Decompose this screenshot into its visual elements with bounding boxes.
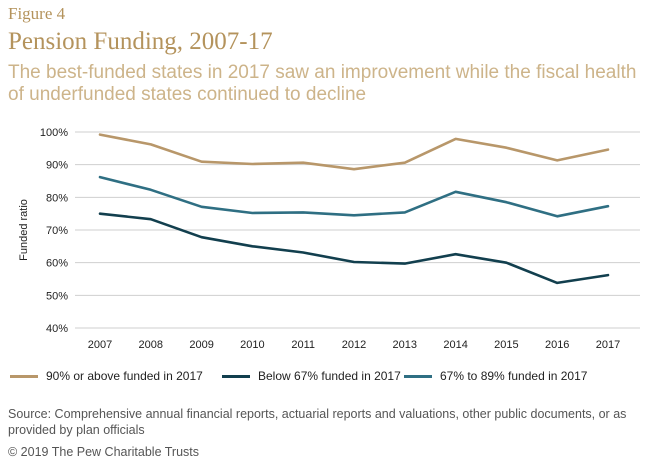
y-axis-label: Funded ratio bbox=[18, 199, 30, 261]
x-tick-label: 2013 bbox=[393, 339, 417, 351]
x-tick-label: 2015 bbox=[494, 339, 518, 351]
chart-title: Pension Funding, 2007-17 bbox=[8, 28, 273, 55]
legend-swatch-series-3 bbox=[404, 374, 432, 378]
x-tick-label: 2014 bbox=[443, 339, 467, 351]
x-tick-label: 2012 bbox=[342, 339, 366, 351]
x-tick-label: 2007 bbox=[88, 339, 112, 351]
y-tick-label: 40% bbox=[46, 323, 68, 335]
legend-item-series-2: Below 67% funded in 2017 bbox=[222, 369, 401, 383]
legend-label-series-2: Below 67% funded in 2017 bbox=[258, 369, 401, 383]
x-tick-label: 2011 bbox=[291, 339, 315, 351]
x-tick-label: 2008 bbox=[139, 339, 163, 351]
line-chart: 40% 50% 60% 70% 80% 90% 100% 2007 2008 2009 2010 20… bbox=[18, 127, 640, 351]
y-tick-label: 90% bbox=[46, 160, 68, 172]
source-note: Source: Comprehensive annual financial r… bbox=[8, 407, 627, 437]
series-line-1 bbox=[98, 133, 610, 171]
copyright: © 2019 The Pew Charitable Trusts bbox=[8, 445, 200, 459]
x-tick-label: 2016 bbox=[545, 339, 569, 351]
legend-swatch-series-1 bbox=[10, 374, 38, 378]
y-tick-label: 50% bbox=[46, 290, 68, 302]
x-tick-label: 2009 bbox=[189, 339, 213, 351]
y-tick-label: 80% bbox=[46, 192, 68, 204]
x-tick-label: 2017 bbox=[596, 339, 620, 351]
x-tick-label: 2010 bbox=[240, 339, 264, 351]
legend-item-series-1: 90% or above funded in 2017 bbox=[10, 369, 203, 383]
legend-label-series-1: 90% or above funded in 2017 bbox=[46, 369, 203, 383]
series-line-2 bbox=[98, 212, 610, 285]
y-tick-label: 60% bbox=[46, 258, 68, 270]
legend-item-series-3: 67% to 89% funded in 2017 bbox=[404, 369, 587, 383]
y-tick-label: 100% bbox=[40, 127, 68, 139]
legend-label-series-3: 67% to 89% funded in 2017 bbox=[440, 369, 588, 383]
legend-swatch-series-2 bbox=[222, 374, 250, 378]
series-line-3 bbox=[98, 175, 610, 218]
figure-label: Figure 4 bbox=[8, 4, 66, 23]
y-tick-label: 70% bbox=[46, 225, 68, 237]
chart-subtitle: The best-funded states in 2017 saw an im… bbox=[8, 62, 637, 105]
